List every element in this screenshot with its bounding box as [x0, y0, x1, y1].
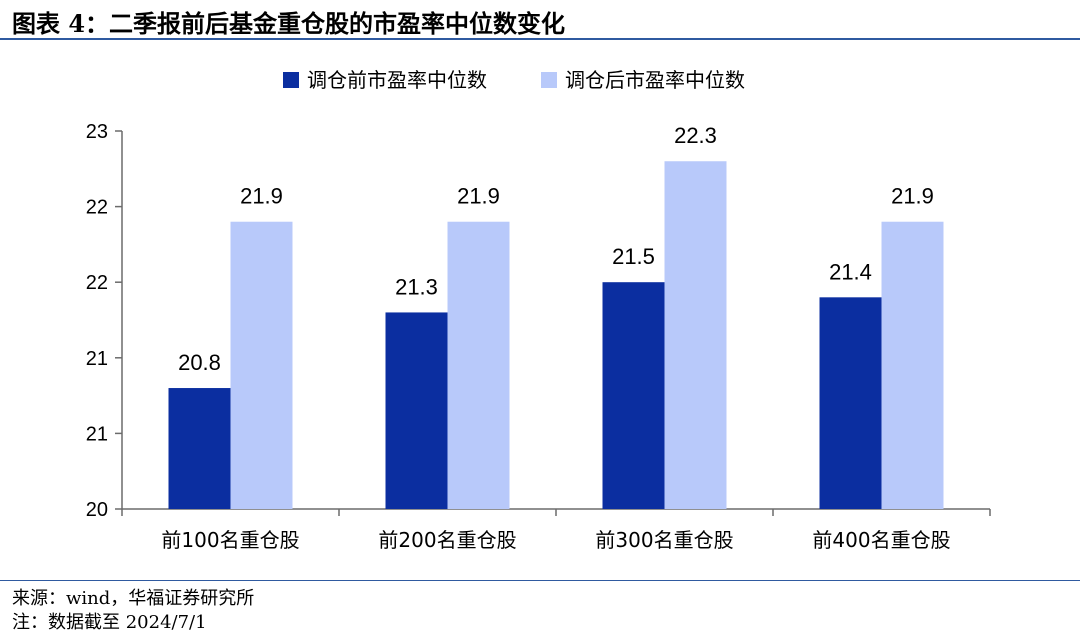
- bar-value-label: 21.9: [457, 184, 500, 209]
- legend-label: 调仓前市盈率中位数: [307, 68, 487, 92]
- y-tick-label: 23: [86, 121, 108, 143]
- bar-before: [819, 297, 882, 509]
- chart-legend: 调仓前市盈率中位数 调仓后市盈率中位数: [283, 68, 745, 92]
- legend-swatch: [283, 72, 299, 88]
- y-tick-label: 20: [86, 499, 108, 521]
- legend-label: 调仓后市盈率中位数: [565, 68, 745, 92]
- bar-chart: 调仓前市盈率中位数 调仓后市盈率中位数 20 21 21 22 22 23 前100名重仓股…: [86, 68, 991, 552]
- y-tick-label: 22: [86, 197, 108, 219]
- bar-value-label: 21.9: [240, 184, 283, 209]
- y-tick-label: 21: [86, 423, 108, 445]
- bar-before: [602, 282, 665, 509]
- bar-value-label: 21.4: [829, 259, 872, 284]
- bar-after: [881, 221, 944, 509]
- x-category-label: 前100名重仓股: [161, 528, 299, 552]
- x-category-label: 前200名重仓股: [378, 528, 516, 552]
- bar-before: [168, 388, 231, 509]
- footer-divider: [0, 580, 1080, 581]
- date-note: 注：数据截至 2024/7/1: [12, 612, 207, 633]
- bar-value-label: 20.8: [178, 350, 221, 375]
- bar-after: [664, 161, 727, 510]
- y-tick-label: 21: [86, 348, 108, 370]
- y-axis: 20 21 21 22 22 23: [86, 121, 123, 521]
- bar-value-label: 22.3: [674, 123, 717, 148]
- x-axis: 前100名重仓股 前200名重仓股 前300名重仓股 前400名重仓股: [121, 508, 991, 552]
- data-labels: 20.8 21.9 21.3 21.9 21.5 22.3 21.4 21.9: [178, 123, 934, 375]
- x-category-label: 前300名重仓股: [595, 528, 733, 552]
- x-category-label: 前400名重仓股: [812, 528, 950, 552]
- bars: [168, 161, 944, 510]
- bar-after: [230, 221, 293, 509]
- bar-value-label: 21.3: [395, 274, 438, 299]
- bar-before: [385, 312, 448, 509]
- legend-swatch: [541, 72, 557, 88]
- source-note: 来源：wind，华福证券研究所: [12, 588, 255, 609]
- title-divider: [0, 38, 1080, 40]
- figure-title: 图表 4：二季报前后基金重仓股的市盈率中位数变化: [12, 9, 566, 38]
- bar-value-label: 21.5: [612, 244, 655, 269]
- bar-value-label: 21.9: [891, 184, 934, 209]
- y-tick-label: 22: [86, 272, 108, 294]
- bar-after: [447, 221, 510, 509]
